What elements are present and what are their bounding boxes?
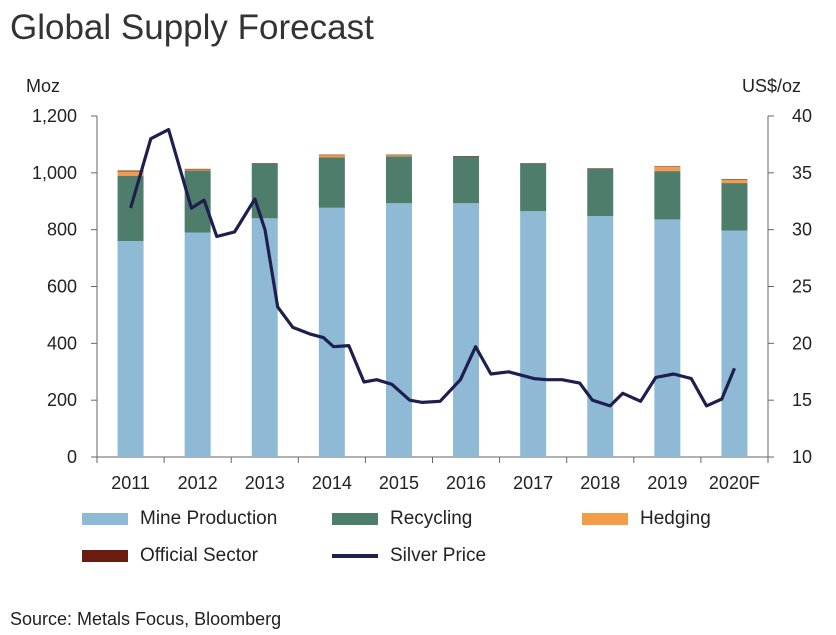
right-tick-label: 35 [792, 163, 812, 183]
bar-recycling [117, 175, 144, 242]
legend-silver-price: Silver Price [332, 545, 486, 567]
x-tick-label: 2012 [178, 473, 218, 493]
left-tick-label: 400 [47, 333, 77, 353]
bar-hedging [117, 171, 144, 176]
x-tick-label: 2017 [513, 473, 553, 493]
bar-official-sector [654, 166, 681, 167]
legend-recycling: Recycling [332, 508, 472, 530]
legend-official-sector: Official Sector [82, 545, 258, 567]
x-tick-label: 2014 [312, 473, 352, 493]
right-tick-label: 10 [792, 447, 812, 467]
left-tick-label: 800 [47, 220, 77, 240]
chart-title: Global Supply Forecast [10, 8, 374, 47]
bar-official-sector [721, 179, 748, 180]
bar-official-sector [184, 168, 211, 170]
bar-mine-production [721, 230, 748, 457]
left-tick-label: 600 [47, 277, 77, 297]
left-tick-label: 1,200 [32, 106, 77, 126]
bar-mine-production [385, 203, 412, 457]
x-tick-label: 2011 [111, 473, 150, 493]
legend-hedging: Hedging [582, 508, 711, 530]
bar-mine-production [654, 219, 681, 457]
legend-label: Hedging [640, 508, 711, 529]
x-tick-label: 2018 [580, 473, 620, 493]
left-tick-label: 1,000 [32, 163, 77, 183]
legend-label: Silver Price [390, 545, 487, 566]
bar-recycling [385, 156, 412, 204]
bar-hedging [721, 179, 748, 184]
legend-swatch-recycling [332, 513, 378, 525]
bar-hedging [184, 169, 211, 171]
bar-mine-production [117, 241, 144, 457]
bar-official-sector [453, 156, 480, 157]
right-tick-label: 30 [792, 220, 812, 240]
bar-official-sector [587, 168, 614, 169]
bar-recycling [654, 171, 681, 220]
bar-hedging [654, 166, 681, 172]
bar-mine-production [587, 216, 614, 457]
bar-recycling [587, 168, 614, 217]
x-tick-label: 2015 [379, 473, 419, 493]
bar-recycling [251, 163, 278, 219]
bar-mine-production [520, 211, 547, 457]
x-tick-label: 2019 [647, 473, 687, 493]
bar-recycling [318, 157, 345, 208]
bar-mine-production [251, 218, 278, 457]
legend-swatch-mine-production [82, 513, 128, 525]
x-tick-label: 2016 [446, 473, 486, 493]
bar-mine-production [184, 232, 211, 457]
source-note: Source: Metals Focus, Bloomberg [10, 609, 282, 629]
legend-label: Recycling [390, 508, 473, 529]
bar-official-sector [385, 154, 412, 156]
legend-swatch-silver-price [332, 554, 378, 558]
legend-swatch-official-sector [82, 550, 128, 562]
legend-mine-production: Mine Production [82, 508, 277, 530]
x-tick-label: 2020F [709, 473, 760, 493]
legend-label: Mine Production [140, 508, 278, 529]
bar-mine-production [453, 203, 480, 457]
bar-official-sector [117, 170, 144, 172]
bar-mine-production [318, 207, 345, 457]
right-tick-label: 15 [792, 390, 812, 410]
x-tick-label: 2013 [245, 473, 285, 493]
right-tick-label: 25 [792, 277, 812, 297]
bar-hedging [318, 155, 345, 158]
bar-recycling [453, 156, 480, 204]
bar-recycling [721, 183, 748, 231]
bar-hedging [385, 155, 412, 157]
right-tick-label: 40 [792, 106, 812, 126]
chart-plot: 0 200 400 600 800 1,000 1,200 10 15 20 25 30 35 40 201… [32, 106, 812, 493]
legend-label: Official Sector [140, 545, 258, 566]
right-tick-label: 20 [792, 333, 812, 353]
silver-price-line [129, 128, 736, 408]
bar-recycling [520, 163, 547, 212]
left-axis-unit: Moz [26, 76, 61, 96]
right-axis-unit: US$/oz [742, 76, 802, 96]
bar-official-sector [520, 163, 547, 164]
left-tick-label: 0 [67, 447, 77, 467]
bar-official-sector [251, 163, 278, 164]
left-tick-label: 200 [47, 390, 77, 410]
bar-official-sector [318, 154, 345, 156]
legend-swatch-hedging [582, 513, 628, 525]
